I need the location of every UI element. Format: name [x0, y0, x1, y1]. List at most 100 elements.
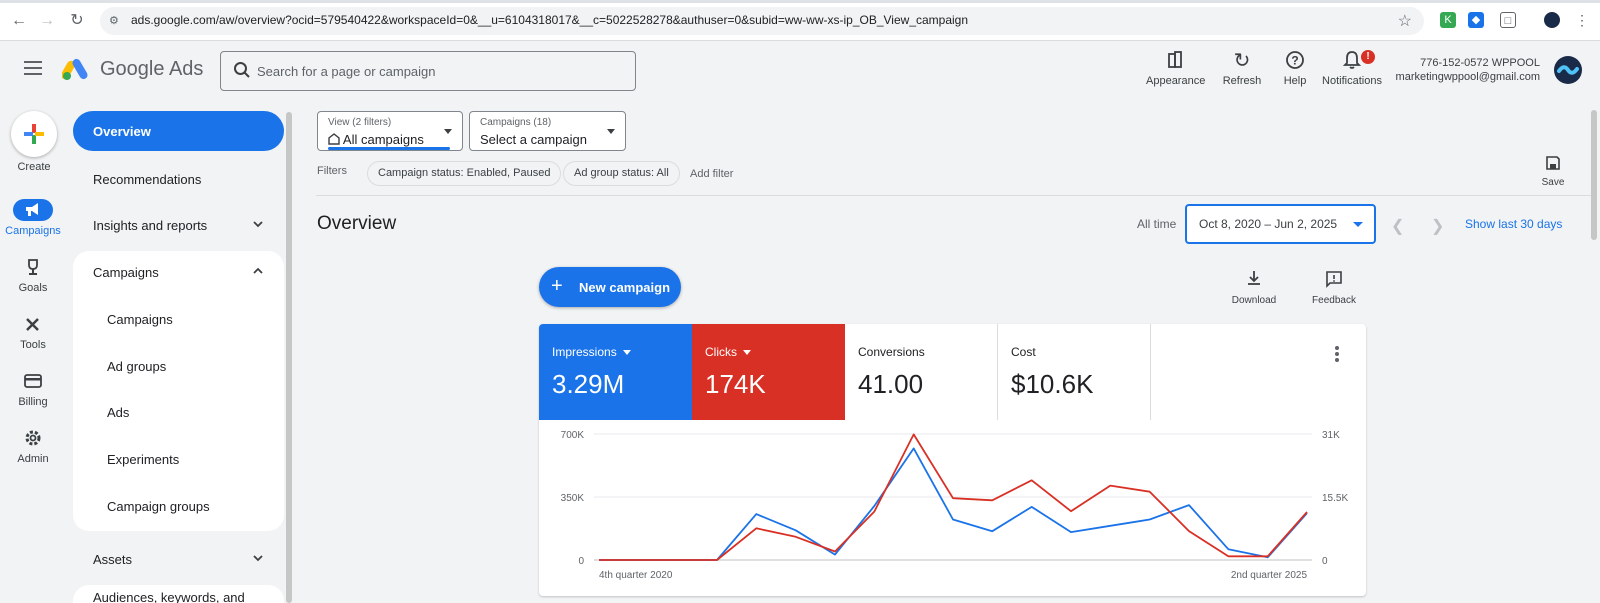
url-text[interactable]: ads.google.com/aw/overview?ocid=57954042… — [131, 13, 969, 27]
notifications-button[interactable]: ! Notifications — [1319, 49, 1385, 87]
page-scrollbar[interactable] — [1591, 110, 1597, 240]
metric-tile-cost[interactable]: Cost $10.6K — [998, 324, 1151, 420]
extension-tag-icon[interactable]: ◆ — [1468, 12, 1484, 28]
new-campaign-label: New campaign — [579, 280, 671, 295]
save-label: Save — [1541, 177, 1565, 188]
forward-icon[interactable]: → — [39, 12, 55, 29]
browser-menu-icon[interactable]: ⋮ — [1575, 12, 1589, 28]
series-line-clicks — [599, 433, 1308, 561]
rail-admin-label: Admin — [17, 453, 49, 465]
rail-tools[interactable]: Tools — [0, 313, 66, 351]
sidebar-insights-label: Insights and reports — [93, 218, 208, 233]
sidebar-item-assets[interactable]: Assets — [73, 552, 284, 567]
filter-chip-campaign-status[interactable]: Campaign status: Enabled, Paused — [367, 161, 562, 186]
metric-cost-value: $10.6K — [1011, 369, 1094, 399]
sidebar-sub-item-ads[interactable]: Ads — [107, 405, 130, 420]
metric-tile-clicks[interactable]: Clicks 174K — [692, 324, 845, 420]
download-button[interactable]: Download — [1228, 270, 1280, 306]
help-icon: ? — [1286, 51, 1304, 69]
google-ads-logo-icon — [62, 58, 88, 80]
create-button[interactable] — [11, 111, 57, 157]
avatar-logo-icon — [1557, 65, 1579, 75]
refresh-button[interactable]: ↻ Refresh — [1221, 49, 1263, 88]
metric-impressions-value: 3.29M — [552, 369, 625, 399]
metric-cost-label: Cost — [1011, 345, 1036, 359]
view-filter-value: All campaigns — [328, 132, 424, 147]
filter-chip-ad-group-status[interactable]: Ad group status: All — [563, 161, 680, 186]
rail-billing-label: Billing — [18, 396, 48, 408]
help-button[interactable]: ? Help — [1281, 49, 1309, 87]
view-filter-indicator — [328, 147, 450, 150]
app-header: Google Ads Search for a page or campaign… — [0, 41, 1600, 101]
date-range-value: Oct 8, 2020 – Jun 2, 2025 — [1199, 217, 1338, 231]
account-email: marketingwppool@gmail.com — [1395, 71, 1540, 83]
back-icon[interactable]: ← — [11, 12, 27, 29]
new-campaign-button[interactable]: + New campaign — [539, 267, 681, 307]
sidebar-item-audiences[interactable]: Audiences, keywords, and — [73, 590, 284, 603]
add-filter-button[interactable]: Add filter — [690, 168, 734, 180]
sidebar-item-overview[interactable]: Overview — [73, 111, 284, 151]
campaign-selector-label: Campaigns (18) — [480, 117, 552, 128]
view-filter-dropdown[interactable]: View (2 filters) All campaigns — [317, 111, 463, 151]
date-range-picker[interactable]: Oct 8, 2020 – Jun 2, 2025 — [1185, 204, 1376, 244]
metric-tile-conversions[interactable]: Conversions 41.00 — [845, 324, 998, 420]
rail-billing[interactable]: Billing — [0, 370, 66, 408]
sidebar-item-campaigns-group[interactable]: Campaigns — [73, 265, 284, 280]
sidebar-sub-item-experiments[interactable]: Experiments — [107, 452, 180, 467]
filter-divider — [316, 195, 1592, 196]
rail-campaigns[interactable]: Campaigns — [0, 199, 66, 237]
product-name: Google Ads — [100, 58, 204, 80]
chevron-down-icon — [253, 555, 263, 562]
next-period-icon[interactable]: ❯ — [1431, 218, 1445, 235]
appearance-button[interactable]: Appearance — [1146, 49, 1205, 87]
rail-goals[interactable]: Goals — [0, 256, 66, 294]
profile-icon[interactable] — [1544, 12, 1560, 28]
date-range-preset: All time — [1137, 217, 1177, 231]
help-label: Help — [1283, 75, 1307, 87]
extension-k-icon[interactable]: K — [1440, 12, 1456, 28]
left-axis-tick-label: 700K — [561, 430, 585, 441]
sidebar-sub-item-campaigns[interactable]: Campaigns — [107, 312, 173, 327]
reload-icon[interactable]: ↻ — [70, 12, 84, 29]
sidebar-item-insights[interactable]: Insights and reports — [73, 218, 284, 233]
metric-conversions-label: Conversions — [858, 345, 925, 359]
dropdown-arrow-icon — [607, 129, 615, 134]
sidebar-item-recommendations[interactable]: Recommendations — [73, 172, 284, 187]
sidebar-scrollbar[interactable] — [286, 112, 292, 603]
previous-period-icon[interactable]: ❮ — [1391, 218, 1405, 235]
address-bar[interactable]: ⚙ ads.google.com/aw/overview?ocid=579540… — [100, 7, 1424, 35]
search-input[interactable]: Search for a page or campaign — [220, 51, 636, 91]
metric-tile-impressions[interactable]: Impressions 3.29M — [539, 324, 692, 420]
performance-chart: 700K 350K 0 31K 15.5K 0 4th quarter 2020 2nd qu… — [561, 430, 1349, 581]
download-icon — [1248, 271, 1260, 285]
campaign-selector-dropdown[interactable]: Campaigns (18) Select a campaign — [469, 111, 626, 151]
sidebar-sub-item-campaign-groups[interactable]: Campaign groups — [107, 499, 210, 514]
sidebar-sub-item-ad-groups[interactable]: Ad groups — [107, 359, 167, 374]
sidebar-audiences-label: Audiences, keywords, and — [93, 590, 245, 603]
right-axis-tick-label: 0 — [1322, 556, 1328, 567]
extensions-puzzle-icon[interactable]: □ — [1500, 12, 1516, 28]
sidebar-campaigns-group-label: Campaigns — [93, 265, 159, 280]
rail-admin[interactable]: Admin — [0, 427, 66, 465]
credit-card-icon — [24, 374, 42, 388]
site-settings-icon[interactable]: ⚙ — [109, 15, 119, 27]
right-axis-tick-label: 15.5K — [1322, 493, 1348, 504]
sidebar-overview-label: Overview — [93, 124, 151, 139]
show-last-30-days-link[interactable]: Show last 30 days — [1465, 217, 1563, 231]
caret-down-icon — [743, 350, 751, 356]
save-button[interactable]: Save — [1538, 155, 1568, 188]
plus-icon — [24, 124, 44, 144]
avatar[interactable] — [1554, 56, 1582, 84]
svg-text:?: ? — [1291, 54, 1298, 68]
feedback-button[interactable]: Feedback — [1308, 270, 1360, 306]
notification-badge: ! — [1361, 50, 1375, 64]
dropdown-arrow-icon — [1353, 222, 1363, 227]
feedback-label: Feedback — [1312, 295, 1356, 306]
main-menu-icon[interactable] — [24, 61, 42, 75]
sidebar-audiences-card — [73, 585, 284, 603]
more-options-icon[interactable] — [1335, 346, 1339, 364]
x-axis-tick-label: 2nd quarter 2025 — [1231, 570, 1308, 581]
bookmark-star-icon[interactable]: ☆ — [1397, 13, 1412, 30]
left-axis-tick-label: 0 — [578, 556, 584, 567]
browser-toolbar: ← → ↻ ⚙ ads.google.com/aw/overview?ocid=… — [0, 0, 1600, 41]
